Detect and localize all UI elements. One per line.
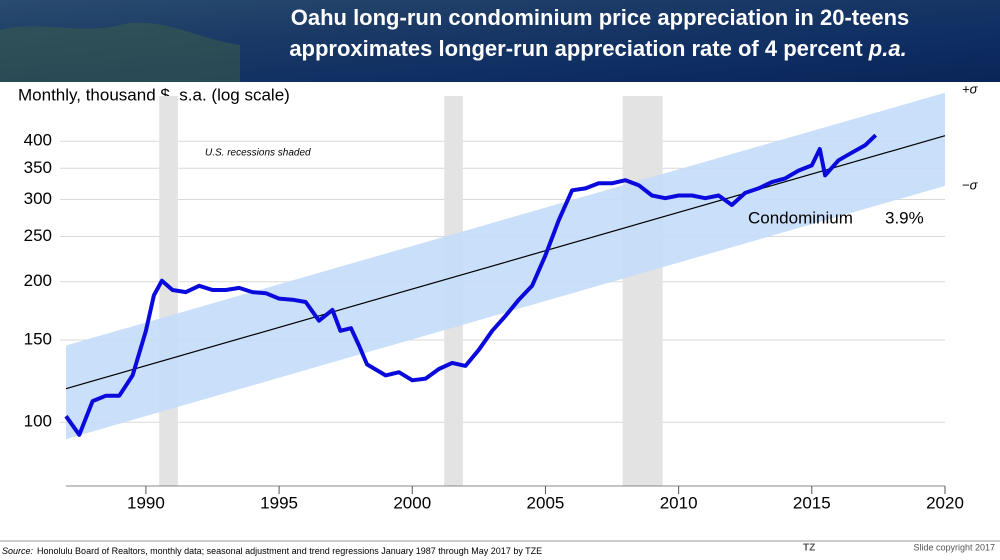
trend-line [65,135,946,390]
plot-area: 100 150 200 250 300 350 400 U.S. recessions sha… [24,81,979,512]
band-upper-label: +σ [962,81,979,96]
title-line: approximates longer-run appreciation rat… [289,36,906,61]
title-line: Oahu long-run condominium price apprecia… [291,5,910,30]
sigma-band [66,92,945,440]
title-text: approximates longer-run appreciation rat… [289,36,868,61]
x-tick-label: 2005 [527,493,565,512]
source-label: Source: [2,546,34,556]
y-tick-label: 150 [24,330,52,349]
x-tick-label: 2000 [393,493,431,512]
y-axis-label: Monthly, thousand $, s.a. (log scale) [18,85,290,104]
recession-shade [622,96,663,486]
y-tick-label: 200 [24,271,52,290]
annotation: U.S. recessions shaded [205,148,311,159]
copyright: Slide copyright 2017 [913,542,995,552]
title-emphasis: p.a. [868,36,907,61]
x-tick-label: 1990 [127,493,165,512]
header-island [0,22,240,83]
x-tick-label: 2010 [660,493,698,512]
source-text: Honolulu Board of Realtors, monthly data… [37,546,542,556]
series-label: Condominium [748,208,853,227]
band-lower-label: −σ [962,177,979,192]
y-tick-label: 100 [24,412,52,431]
y-tick-label: 350 [24,158,52,177]
brand: TZ [803,543,815,554]
series-line [64,133,878,437]
trend-rate-label: 3.9% [885,208,924,227]
x-tick-label: 2015 [793,493,831,512]
x-tick-label: 1995 [260,493,298,512]
y-tick-label: 400 [24,131,52,150]
y-tick-label: 300 [24,189,52,208]
y-tick-label: 250 [24,226,52,245]
x-tick-label: 2020 [926,493,964,512]
source: Source: Honolulu Board of Realtors, month… [2,546,542,556]
